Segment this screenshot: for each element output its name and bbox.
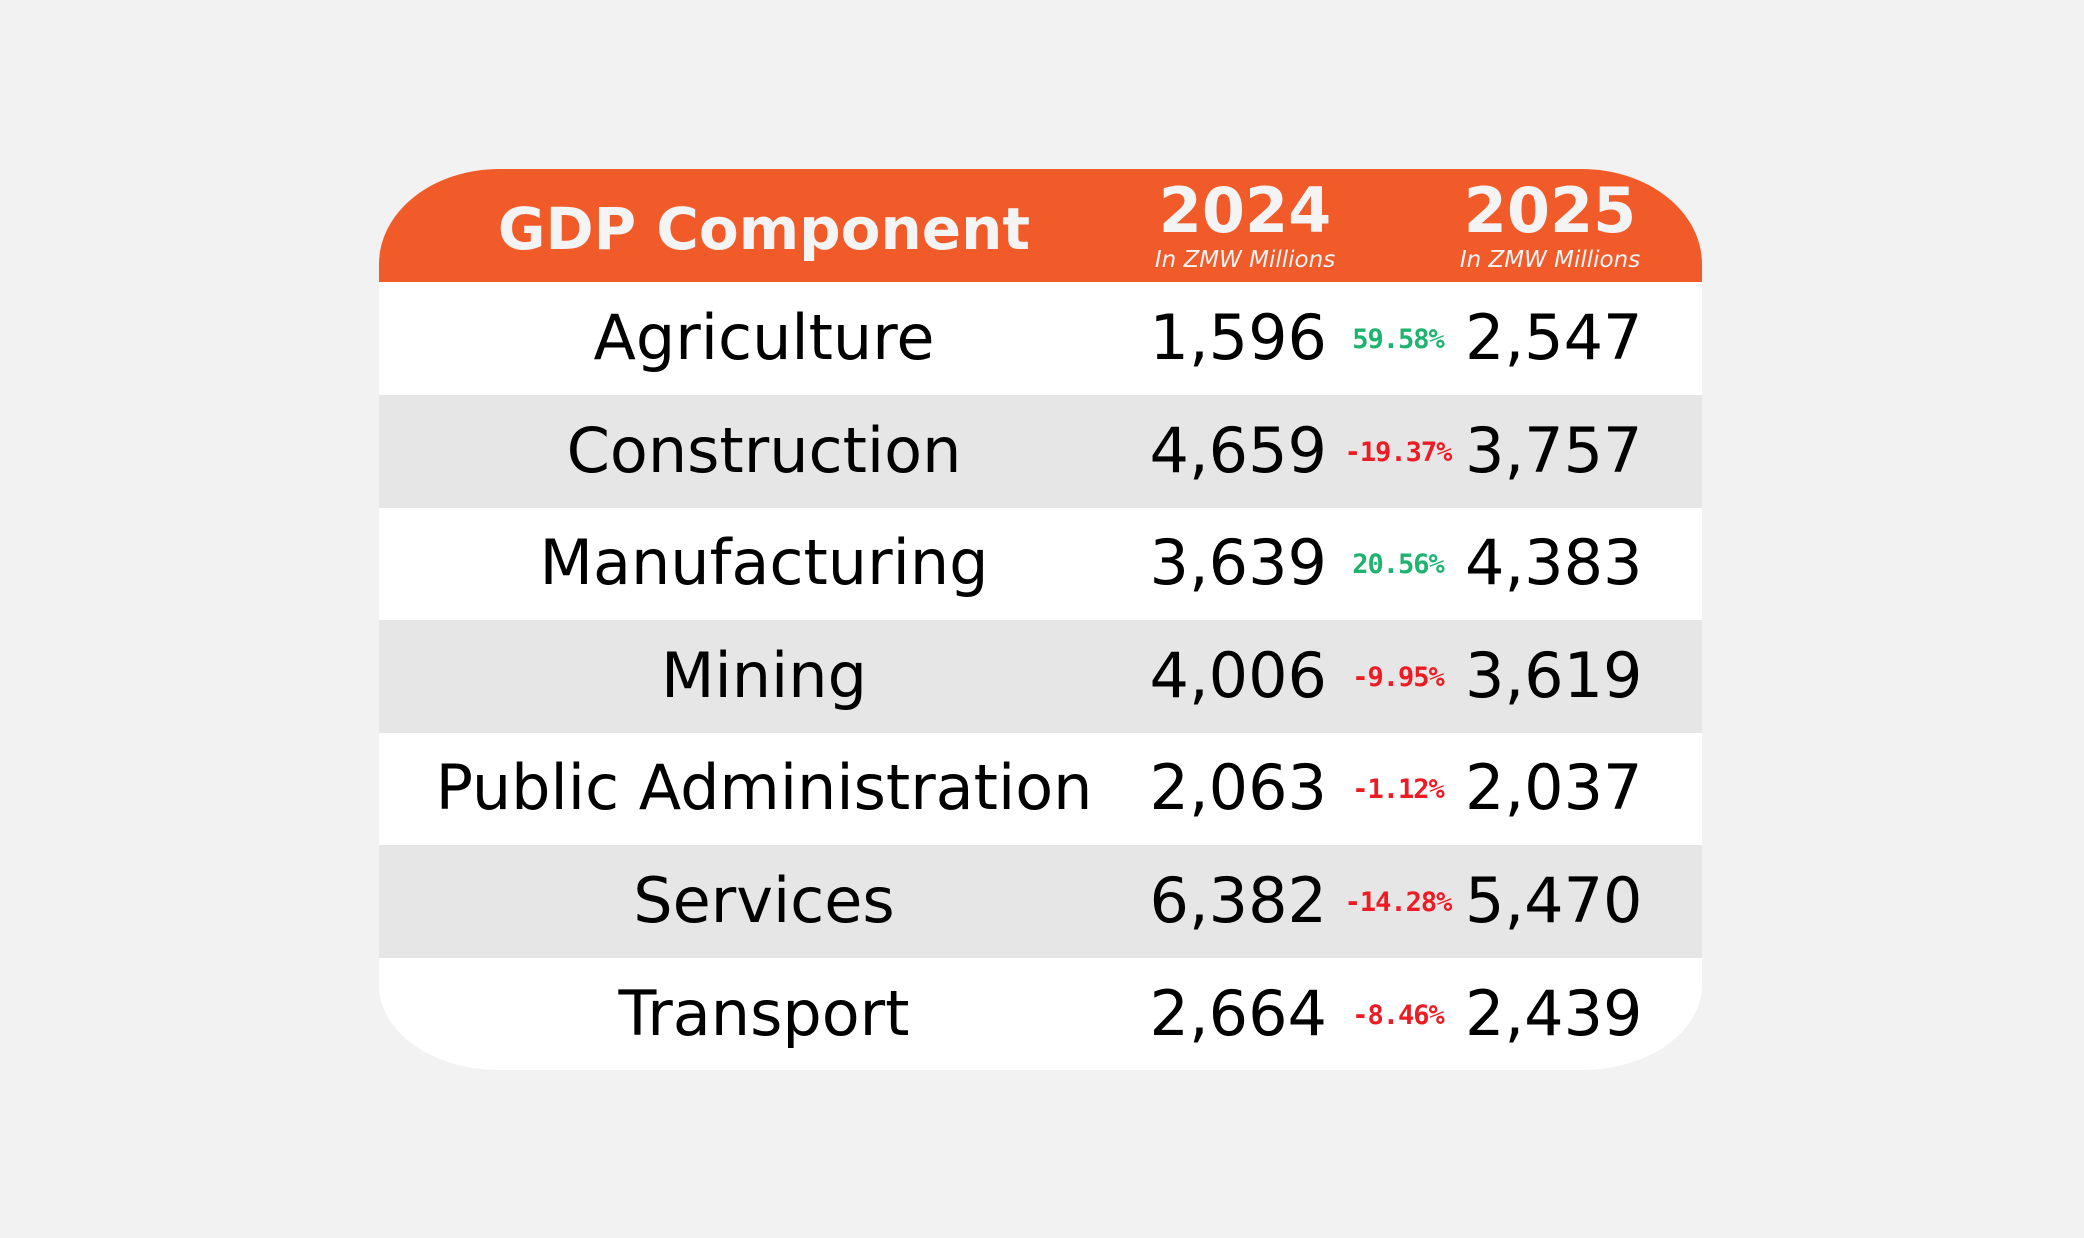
gdp-table: GDP Component 2024 In ZMW Millions 2025 …: [379, 169, 1702, 1070]
change-percent: -1.12%: [1352, 774, 1445, 806]
value-2025: 3,619: [1465, 638, 1643, 712]
header-component-label: GDP Component: [497, 195, 1031, 263]
change-percent: -8.46%: [1352, 999, 1445, 1031]
component-name: Transport: [618, 976, 910, 1050]
component-name: Construction: [566, 413, 962, 487]
header-2024: 2024 In ZMW Millions: [1125, 174, 1365, 274]
value-2024: 4,006: [1149, 638, 1328, 712]
table-header: GDP Component 2024 In ZMW Millions 2025 …: [379, 169, 1702, 282]
change-percent: -19.37%: [1344, 436, 1453, 468]
change-percent: 20.56%: [1352, 549, 1445, 581]
value-2025: 3,757: [1465, 413, 1643, 487]
value-2025: 2,547: [1465, 301, 1643, 374]
value-2025: 2,439: [1465, 976, 1643, 1050]
unit-label: In ZMW Millions: [1154, 247, 1336, 273]
change-percent: -9.95%: [1352, 661, 1445, 693]
table-row: Mining 4,006 -9.95% 3,619: [379, 619, 1702, 733]
year-label: 2024: [1158, 174, 1332, 247]
change-percent: 59.58%: [1352, 324, 1445, 355]
table-row: Agriculture 1,596 59.58% 2,547: [379, 282, 1702, 395]
table-row: Manufacturing 3,639 20.56% 4,383: [379, 507, 1702, 620]
table-row: Transport 2,664 -8.46% 2,439: [379, 958, 1702, 1070]
value-2024: 2,664: [1149, 976, 1328, 1050]
table-row: Public Administration 2,063 -1.12% 2,037: [379, 732, 1702, 845]
unit-label: In ZMW Millions: [1459, 247, 1641, 273]
change-percent: -14.28%: [1344, 887, 1453, 918]
table-row: Services 6,382 -14.28% 5,470: [379, 845, 1702, 958]
value-2025: 2,037: [1465, 751, 1643, 825]
header-2025: 2025 In ZMW Millions: [1430, 174, 1670, 274]
table-row: Construction 4,659 -19.37% 3,757: [379, 394, 1702, 508]
component-name: Mining: [661, 638, 867, 712]
value-2024: 4,659: [1149, 413, 1328, 487]
value-2024: 6,382: [1149, 864, 1328, 937]
component-name: Agriculture: [593, 301, 935, 374]
component-name: Services: [633, 864, 895, 937]
value-2025: 4,383: [1465, 526, 1643, 600]
value-2024: 2,063: [1149, 751, 1328, 825]
value-2025: 5,470: [1465, 864, 1643, 937]
year-label: 2025: [1463, 174, 1637, 247]
value-2024: 1,596: [1149, 301, 1328, 374]
value-2024: 3,639: [1149, 526, 1328, 600]
component-name: Manufacturing: [539, 526, 989, 600]
component-name: Public Administration: [435, 751, 1093, 825]
